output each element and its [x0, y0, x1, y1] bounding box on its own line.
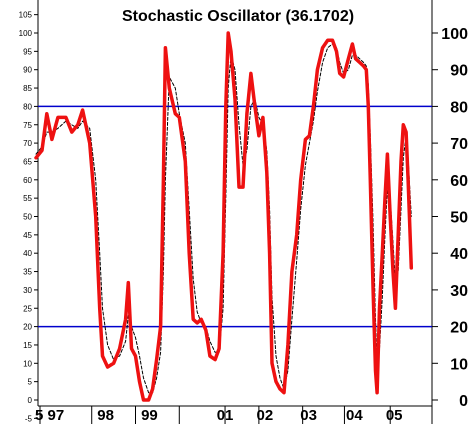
x-tick-label: 02 [256, 407, 273, 424]
left-tick-label: -5 [25, 414, 33, 423]
x-tick-label: 03 [300, 407, 317, 424]
left-tick-label: 95 [23, 47, 32, 56]
left-tick-label: 60 [23, 176, 32, 185]
x-tick-label: 5 [35, 407, 43, 424]
left-tick-label: 55 [23, 194, 32, 203]
left-tick-label: 30 [23, 286, 32, 295]
left-tick-label: 20 [23, 323, 32, 332]
left-tick-label: 35 [23, 268, 32, 277]
series-line-fast [34, 31, 414, 402]
right-tick-label: 20 [450, 320, 468, 337]
left-tick-label: 100 [19, 29, 33, 38]
left-tick-label: 45 [23, 231, 32, 240]
x-tick-label: 99 [141, 407, 158, 424]
left-tick-label: 105 [19, 11, 33, 20]
left-tick-label: 65 [23, 157, 32, 166]
x-tick-label: 01 [217, 407, 234, 424]
right-tick-label: 0 [459, 393, 468, 410]
left-tick-label: 75 [23, 121, 32, 130]
left-tick-label: 70 [23, 139, 32, 148]
right-tick-label: 100 [441, 26, 468, 43]
right-tick-label: 80 [450, 99, 468, 116]
left-tick-label: 10 [23, 359, 32, 368]
x-tick-label: 98 [97, 407, 114, 424]
right-tick-label: 30 [450, 283, 468, 300]
left-tick-label: 0 [28, 396, 33, 405]
plot-frame [37, 0, 433, 407]
chart-title: Stochastic Oscillator (36.1702) [122, 8, 354, 25]
right-tick-label: 70 [450, 136, 468, 153]
x-tick-label: 04 [346, 407, 363, 424]
right-tick-label: 40 [450, 246, 468, 263]
left-y-axis: 1051009590858075706560555045403530252015… [19, 11, 38, 423]
right-tick-label: 50 [450, 210, 468, 227]
right-tick-label: 60 [450, 173, 468, 190]
left-tick-label: 50 [23, 213, 32, 222]
right-tick-label: 90 [450, 63, 468, 80]
left-tick-label: 90 [23, 66, 32, 75]
right-tick-label: 10 [450, 356, 468, 373]
left-tick-label: 5 [28, 378, 33, 387]
left-tick-label: 40 [23, 249, 32, 258]
x-tick-label: 05 [386, 407, 403, 424]
left-tick-label: 25 [23, 304, 32, 313]
left-tick-label: 15 [23, 341, 32, 350]
left-tick-label: 80 [23, 102, 32, 111]
series-layer [34, 31, 414, 402]
x-axis: 5 97 98 99 01 02 03 04 05 [35, 406, 433, 424]
x-tick-label: 97 [48, 407, 65, 424]
left-tick-label: 85 [23, 84, 32, 93]
